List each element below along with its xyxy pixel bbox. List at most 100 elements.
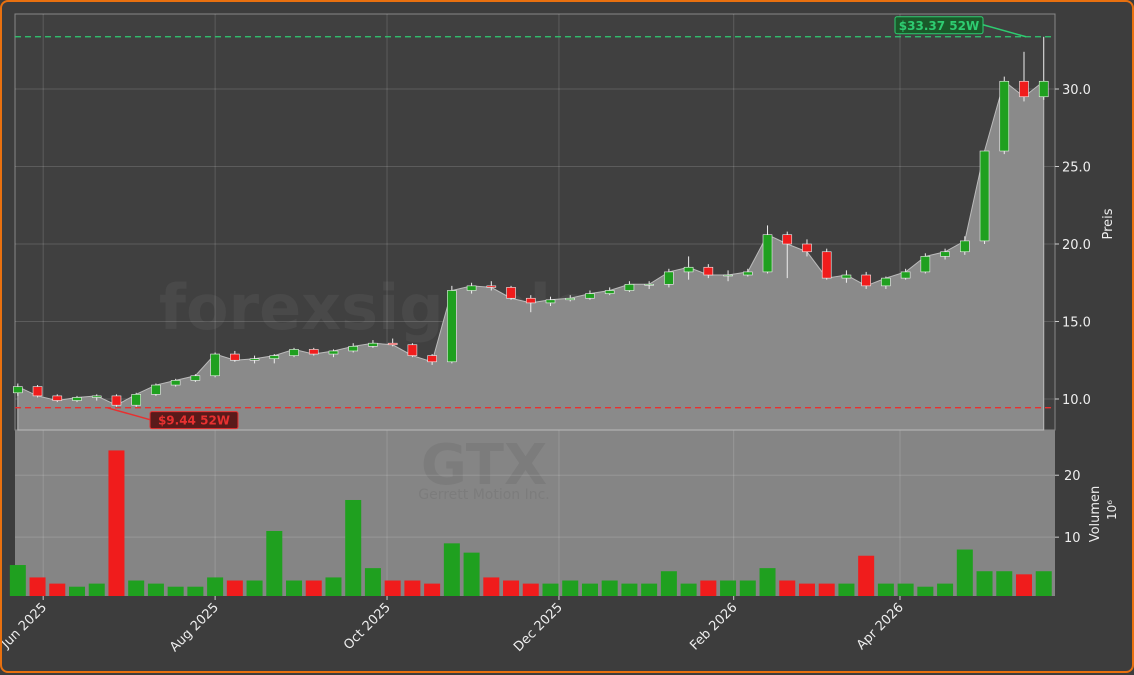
candle-body bbox=[762, 234, 773, 273]
candle-body bbox=[683, 266, 694, 273]
volume-bar bbox=[917, 586, 934, 596]
y-tick-label: 25.0 bbox=[1062, 161, 1091, 176]
volume-bar bbox=[246, 580, 263, 596]
candle-body bbox=[111, 395, 122, 406]
volume-bar bbox=[167, 586, 184, 596]
candle-body bbox=[900, 271, 911, 279]
volume-bar bbox=[720, 580, 737, 596]
candle-body bbox=[999, 80, 1010, 152]
volume-bar bbox=[226, 580, 243, 596]
volume-bar bbox=[838, 583, 855, 596]
volume-bar bbox=[818, 583, 835, 596]
candle-body bbox=[960, 240, 970, 253]
candle-body bbox=[427, 355, 437, 363]
candle-body bbox=[506, 287, 516, 299]
annotation-label: $9.44 52W bbox=[158, 414, 230, 428]
candle-body bbox=[644, 284, 654, 286]
volume-bar bbox=[700, 580, 717, 596]
volume-bar bbox=[207, 577, 224, 596]
candle-body bbox=[723, 274, 733, 277]
candle-body bbox=[13, 386, 23, 394]
volume-bar bbox=[147, 583, 164, 596]
volume-bar bbox=[88, 583, 105, 596]
candle-body bbox=[308, 349, 319, 355]
candle-body bbox=[170, 380, 181, 386]
annotation-box bbox=[149, 411, 239, 430]
candle-body bbox=[348, 346, 359, 352]
candle-body bbox=[920, 256, 931, 273]
candle-body bbox=[368, 342, 378, 347]
volume-bar bbox=[779, 580, 796, 596]
candle-body bbox=[525, 297, 536, 304]
candle-body bbox=[230, 353, 240, 361]
volume-bar bbox=[858, 555, 875, 596]
volume-bar bbox=[739, 580, 756, 596]
candle-body bbox=[190, 375, 201, 381]
volume-bar bbox=[503, 580, 520, 596]
volume-bar bbox=[1035, 571, 1052, 596]
volume-bar bbox=[542, 583, 559, 596]
candle-body bbox=[881, 277, 891, 287]
candle-body bbox=[32, 386, 43, 397]
volume-tick-label: 10 bbox=[1064, 531, 1081, 546]
candle-body bbox=[565, 297, 576, 301]
candle-body bbox=[131, 394, 141, 406]
volume-bar bbox=[798, 583, 815, 596]
volume-bar bbox=[601, 580, 618, 596]
candle-body bbox=[151, 384, 161, 395]
symbol-watermark: GTX bbox=[421, 433, 547, 498]
volume-bar bbox=[996, 571, 1013, 596]
volume-bar bbox=[108, 450, 125, 596]
x-tick-label: Apr 2026 bbox=[854, 600, 907, 653]
x-tick-label: Jun 2025 bbox=[2, 600, 50, 652]
company-watermark: Gerrett Motion Inc. bbox=[418, 487, 550, 503]
candle-body bbox=[1038, 80, 1049, 98]
candle-body bbox=[821, 251, 832, 279]
y-tick-label: 30.0 bbox=[1062, 83, 1091, 98]
volume-tick-label: 20 bbox=[1064, 469, 1081, 484]
volume-bar bbox=[29, 577, 46, 596]
candle-body bbox=[604, 290, 615, 294]
volume-bar bbox=[364, 568, 381, 596]
volume-bar bbox=[345, 499, 362, 596]
volume-bar bbox=[49, 583, 66, 596]
candle-body bbox=[624, 284, 635, 291]
candle-body bbox=[664, 271, 674, 285]
volume-bar bbox=[641, 583, 658, 596]
candle-body bbox=[861, 274, 871, 287]
volume-bar bbox=[384, 580, 401, 596]
candle-body bbox=[269, 355, 280, 360]
volume-bar bbox=[9, 565, 26, 596]
volume-bar bbox=[286, 580, 303, 596]
candle-body bbox=[249, 358, 260, 361]
y-tick-label: 10.0 bbox=[1062, 393, 1091, 408]
x-tick-label: Feb 2026 bbox=[687, 600, 740, 653]
volume-bar bbox=[660, 571, 677, 596]
volume-axis-label: Volumen bbox=[1088, 486, 1103, 543]
volume-bar bbox=[128, 580, 145, 596]
candle-body bbox=[1019, 80, 1029, 98]
candle-body bbox=[782, 234, 793, 245]
candle-body bbox=[466, 285, 477, 291]
volume-bar bbox=[897, 583, 914, 596]
annotation-arrow bbox=[982, 24, 1027, 38]
volume-bar bbox=[305, 580, 322, 596]
volume-bar bbox=[424, 583, 441, 596]
candle-body bbox=[387, 342, 398, 346]
candle-body bbox=[52, 395, 63, 401]
volume-bar bbox=[187, 586, 204, 596]
candle-body bbox=[447, 290, 457, 363]
volume-bar bbox=[463, 552, 480, 596]
volume-bar bbox=[266, 530, 283, 596]
volume-bar bbox=[956, 549, 973, 596]
x-tick-label: Oct 2025 bbox=[341, 600, 394, 653]
y-axis-label: Preis bbox=[1101, 208, 1116, 239]
volume-panel bbox=[15, 430, 1055, 596]
volume-bar bbox=[759, 568, 776, 596]
candle-body bbox=[585, 293, 595, 299]
volume-bar bbox=[877, 583, 894, 596]
volume-bar bbox=[325, 577, 342, 596]
volume-bar bbox=[404, 580, 421, 596]
candle-body bbox=[742, 271, 753, 276]
